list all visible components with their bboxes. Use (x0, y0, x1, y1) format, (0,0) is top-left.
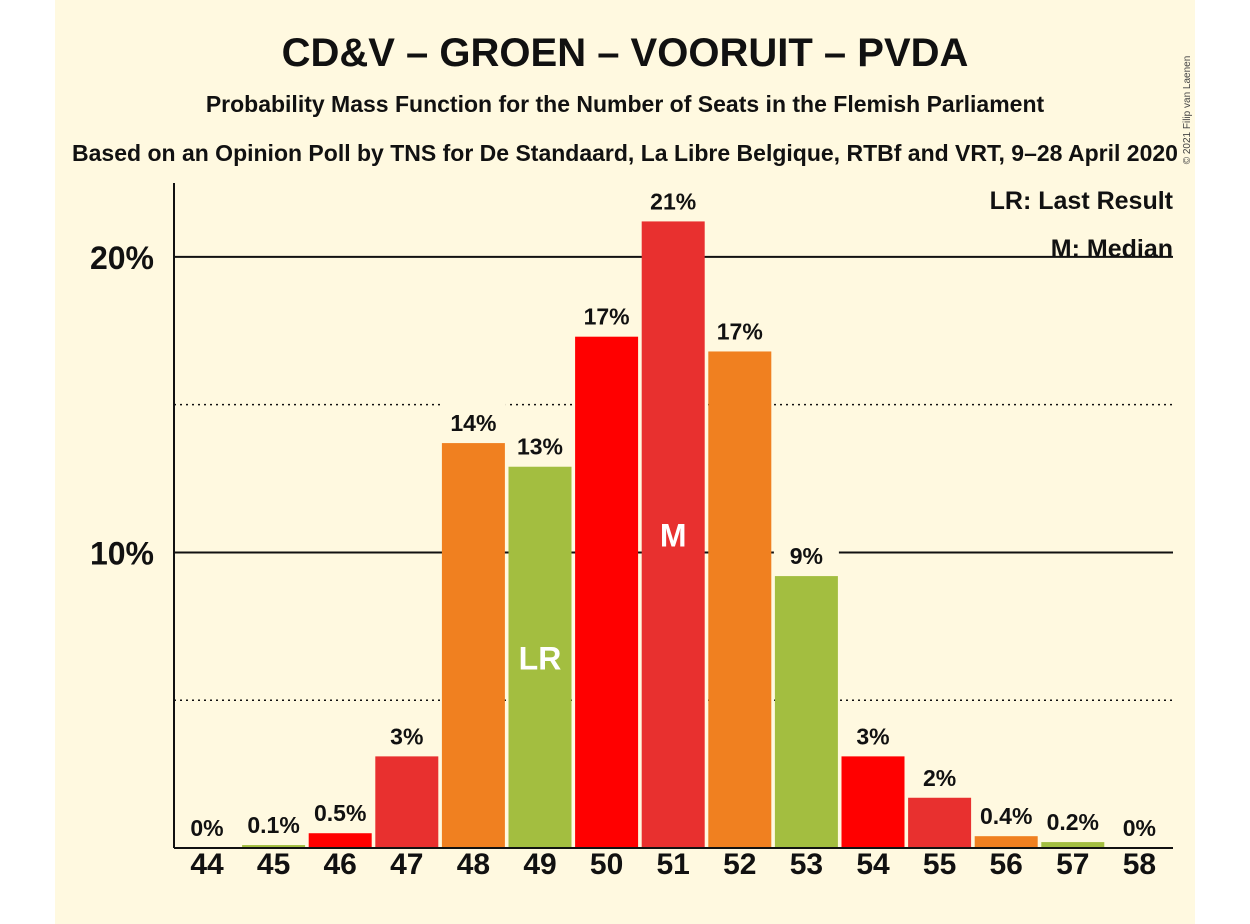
bar-51 (641, 221, 705, 848)
y-axis-ticks: 10% 20% (90, 240, 154, 572)
x-tick-label-53: 53 (790, 848, 823, 881)
bar-46 (308, 833, 372, 848)
x-tick-label-48: 48 (457, 848, 490, 881)
chart-source: Based on an Opinion Poll by TNS for De S… (72, 140, 1178, 166)
chart-title: CD&V – GROEN – VOORUIT – PVDA (282, 31, 969, 75)
data-label-55: 2% (923, 765, 956, 791)
x-tick-label-44: 44 (190, 848, 224, 881)
bar-53 (774, 576, 838, 848)
data-label-46: 0.5% (314, 800, 366, 826)
x-tick-label-57: 57 (1056, 848, 1089, 881)
data-label-44: 0% (190, 815, 223, 841)
data-label-52: 17% (717, 318, 763, 344)
bar-label-backdrop (1040, 802, 1106, 843)
x-axis-ticks: 44 45 46 47 48 49 50 51 52 53 54 55 56 57 58 (190, 848, 1156, 881)
data-label-56: 0.4% (980, 803, 1032, 829)
data-label-45: 0.1% (247, 812, 299, 838)
data-label-48: 14% (450, 410, 496, 436)
data-label-53: 9% (790, 543, 823, 569)
data-label-54: 3% (856, 723, 889, 749)
bar-50 (575, 336, 639, 848)
chart-subtitle: Probability Mass Function for the Number… (206, 91, 1045, 117)
x-tick-label-49: 49 (523, 848, 556, 881)
data-label-58: 0% (1123, 815, 1156, 841)
bar-54 (841, 756, 905, 848)
bar-57 (1041, 842, 1105, 848)
bar-55 (908, 797, 972, 848)
x-tick-label-58: 58 (1123, 848, 1156, 881)
bar-label-backdrop (574, 296, 640, 337)
bar-label-backdrop (241, 805, 307, 846)
bar-label-backdrop (840, 716, 906, 757)
bar-45 (242, 845, 306, 848)
copyright-note: © 2021 Filip van Laenen (1182, 56, 1193, 165)
bar-label-backdrop (440, 403, 506, 444)
x-tick-label-52: 52 (723, 848, 756, 881)
bar-label-backdrop (973, 796, 1039, 837)
bar-label-backdrop (773, 536, 839, 577)
x-tick-label-50: 50 (590, 848, 623, 881)
bars: 0% 0.1% 0.5% 3% 14% 13% LR 17% 21% M 17% 9% 3% 2% 0.4%… (190, 181, 1156, 848)
x-tick-label-45: 45 (257, 848, 290, 881)
y-tick-label: 10% (90, 535, 154, 571)
bar-52 (708, 351, 772, 848)
bar-label-backdrop (507, 426, 573, 467)
bar-48 (441, 443, 505, 848)
data-label-49: 13% (517, 434, 563, 460)
bar-47 (375, 756, 439, 848)
data-label-57: 0.2% (1047, 809, 1099, 835)
marker-lr: LR (519, 640, 562, 676)
marker-m: M (660, 518, 687, 554)
data-label-47: 3% (390, 723, 423, 749)
x-tick-label-47: 47 (390, 848, 423, 881)
bar-label-backdrop (640, 181, 706, 222)
data-label-50: 17% (584, 304, 630, 330)
x-tick-label-51: 51 (657, 848, 690, 881)
y-tick-label: 20% (90, 240, 154, 276)
legend-median: M: Median (1051, 235, 1173, 263)
x-tick-label-46: 46 (324, 848, 357, 881)
legend-last-result: LR: Last Result (990, 187, 1174, 215)
bar-label-backdrop (374, 716, 440, 757)
bar-label-backdrop (907, 757, 973, 798)
bar-56 (974, 836, 1038, 848)
bar-label-backdrop (307, 793, 373, 834)
bar-49 (508, 466, 572, 848)
x-tick-label-54: 54 (856, 848, 890, 881)
data-label-51: 21% (650, 188, 696, 214)
bar-label-backdrop (707, 311, 773, 352)
x-tick-label-56: 56 (990, 848, 1023, 881)
x-tick-label-55: 55 (923, 848, 956, 881)
